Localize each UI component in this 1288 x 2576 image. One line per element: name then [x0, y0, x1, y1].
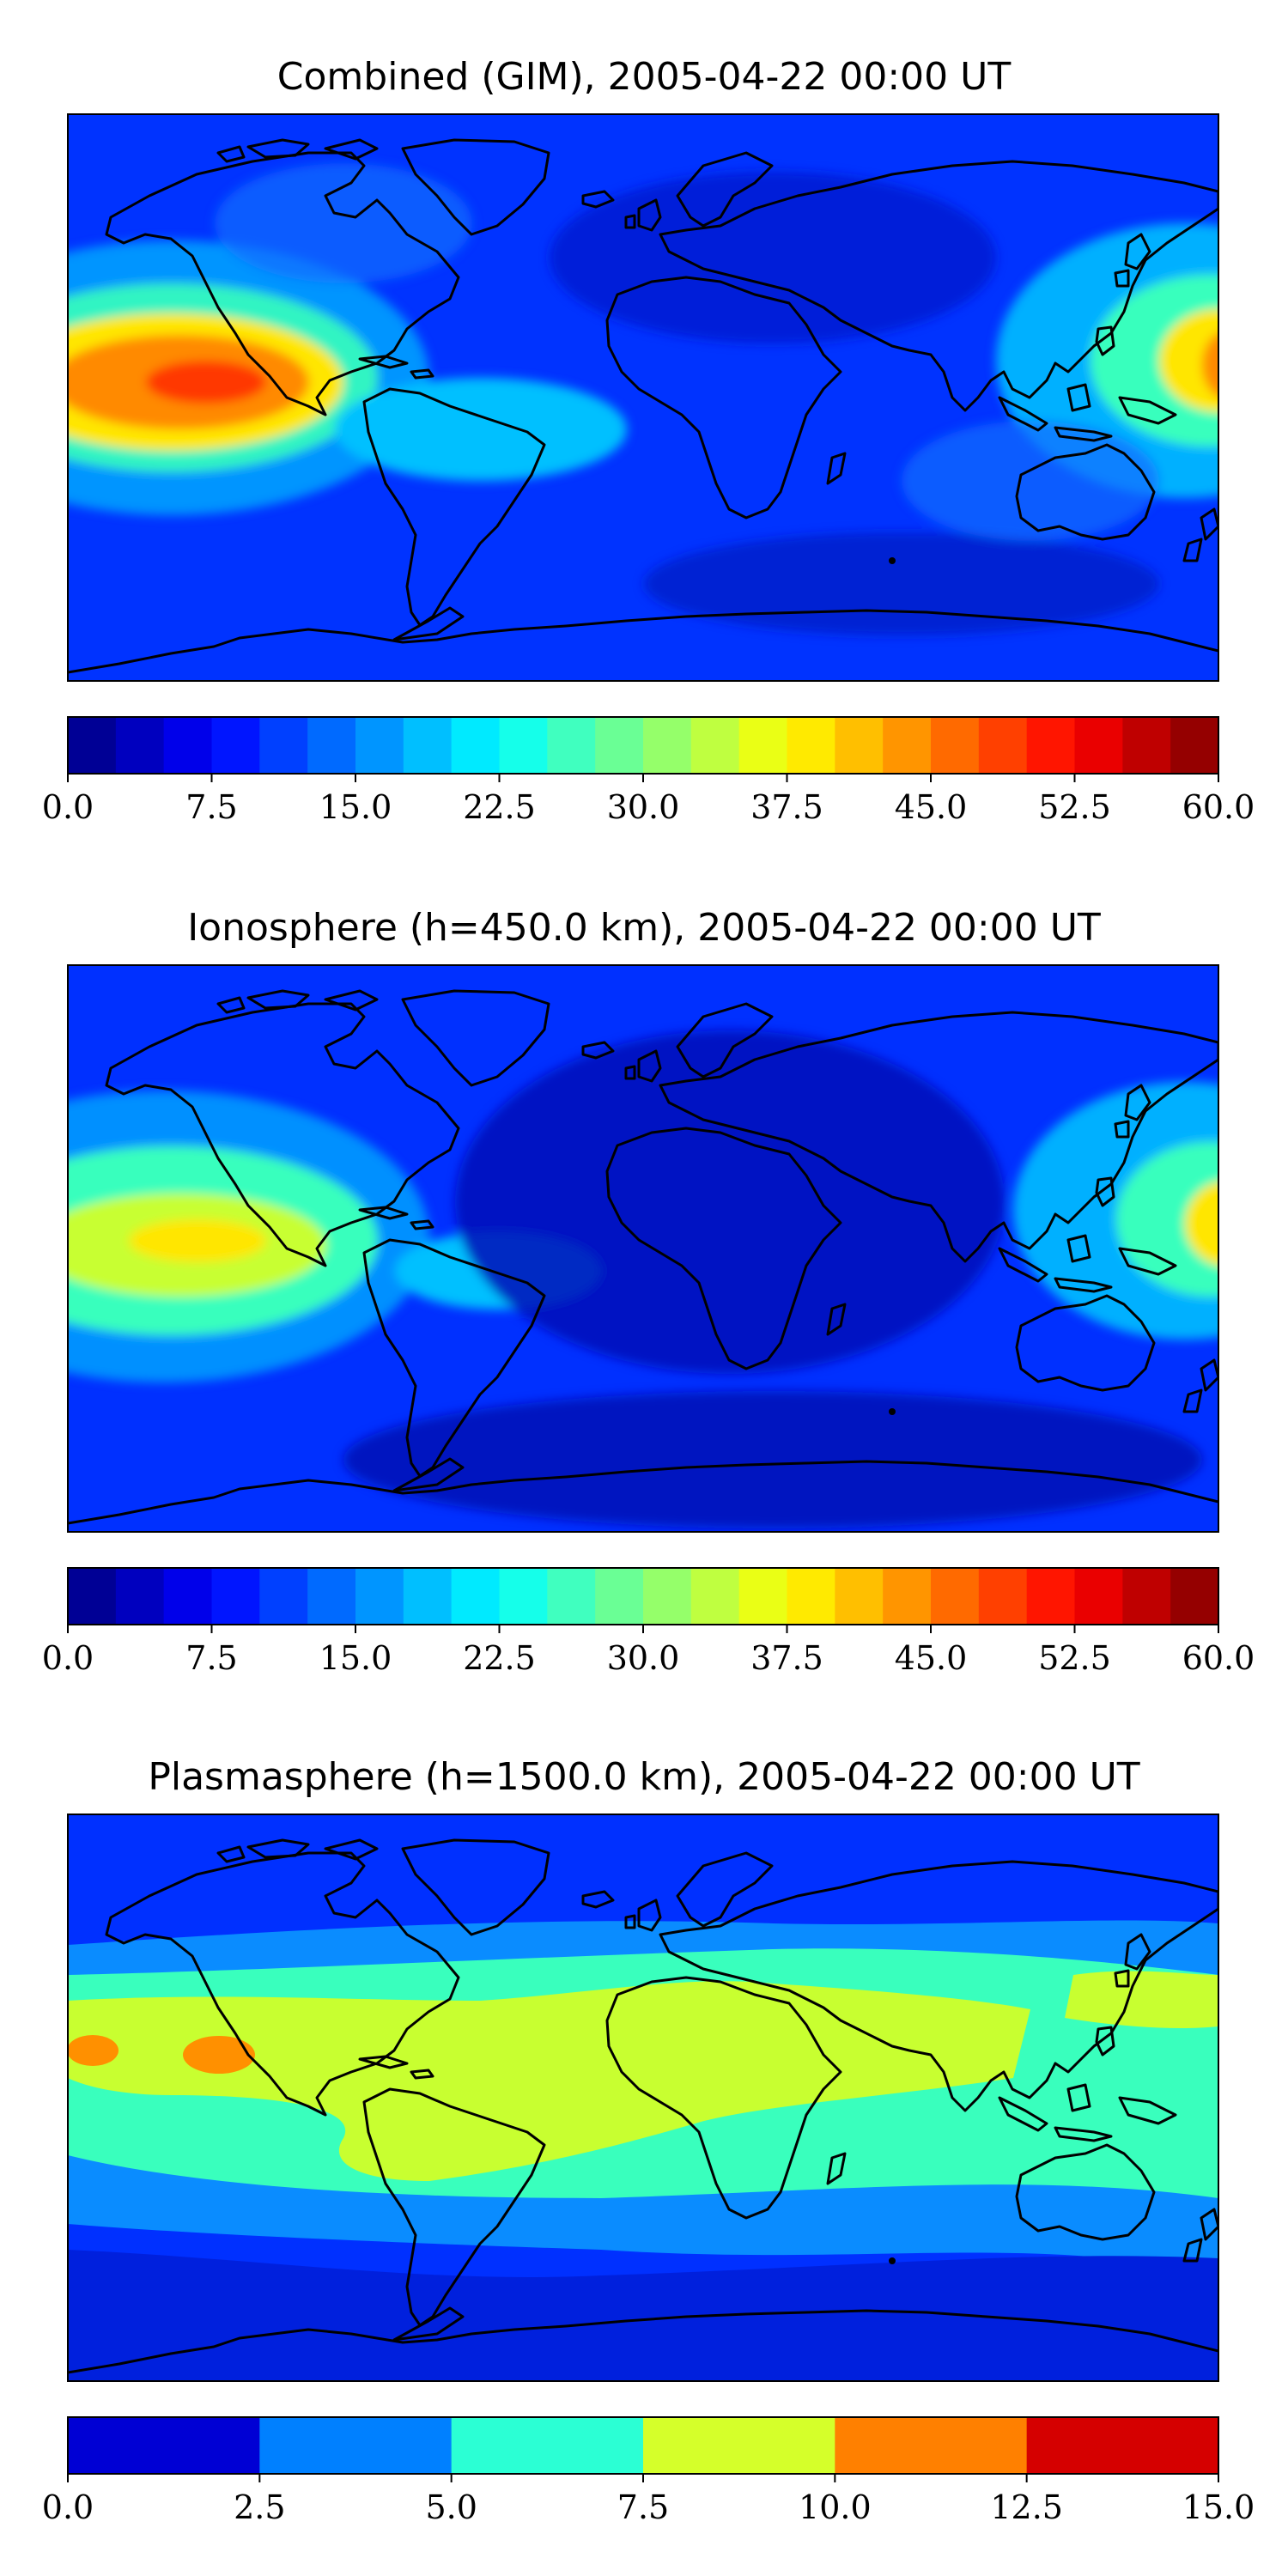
colorbar-swatch: [931, 1568, 980, 1625]
colorbar-swatch: [1026, 717, 1076, 774]
colorbar-swatch: [403, 1568, 453, 1625]
colorbar-swatch: [1170, 717, 1219, 774]
colorbar-tick-label: 5.0: [425, 2488, 477, 2526]
panel-title: Ionosphere (h=450.0 km), 2005-04-22 00:0…: [187, 906, 1101, 950]
colorbar-swatch: [307, 717, 356, 774]
colorbar-tick-label: 0.0: [42, 1639, 94, 1677]
panel-combined: Combined (GIM), 2005-04-22 00:00 UT: [42, 55, 1255, 826]
colorbar-swatch: [690, 1568, 740, 1625]
colorbar-tick-label: 15.0: [319, 788, 392, 826]
colorbar-swatch: [835, 2417, 1028, 2474]
colorbar-swatch: [1026, 1568, 1076, 1625]
colorbar-tick-label: 60.0: [1182, 788, 1255, 826]
colorbar-swatch: [1122, 1568, 1171, 1625]
colorbar-swatch: [68, 1568, 117, 1625]
colorbar-swatch: [643, 2417, 835, 2474]
colorbar-tick-label: 30.0: [607, 788, 680, 826]
colorbar-swatch: [643, 717, 692, 774]
colorbar-swatch: [403, 717, 453, 774]
colorbar-swatch: [883, 1568, 932, 1625]
colorbar-swatch: [259, 717, 308, 774]
colorbar-swatch: [595, 717, 644, 774]
colorbar-swatch: [451, 2417, 644, 2474]
colorbar-swatch: [738, 717, 788, 774]
colorbar-swatch: [547, 717, 596, 774]
panel-title: Plasmasphere (h=1500.0 km), 2005-04-22 0…: [148, 1755, 1139, 1799]
colorbar-tick-label: 52.5: [1038, 1639, 1111, 1677]
colorbar-swatch: [1170, 1568, 1219, 1625]
colorbar-swatch: [978, 717, 1028, 774]
colorbar-swatch: [499, 1568, 548, 1625]
colorbar-swatch: [835, 1568, 884, 1625]
colorbar-tick-label: 45.0: [895, 788, 968, 826]
colorbar-swatch: [787, 717, 835, 774]
colorbar-tick-label: 30.0: [607, 1639, 680, 1677]
colorbar-plasmasphere: 0.0 2.5 5.0 7.5 10.0 12.5 15.0: [42, 2416, 1255, 2526]
colorbar-swatch: [835, 717, 884, 774]
panel-plasmasphere: Plasmasphere (h=1500.0 km), 2005-04-22 0…: [42, 1755, 1255, 2526]
colorbar-swatch: [1074, 717, 1123, 774]
colorbar-swatch: [259, 2417, 453, 2474]
colorbar-swatch: [211, 717, 260, 774]
colorbar-tick-label: 12.5: [990, 2488, 1063, 2526]
colorbar-tick-label: 7.5: [617, 2488, 669, 2526]
panel-ionosphere: Ionosphere (h=450.0 km), 2005-04-22 00:0…: [42, 906, 1255, 1677]
colorbar-swatch: [68, 717, 117, 774]
colorbar-swatch: [883, 717, 932, 774]
colorbar-tick-label: 15.0: [1182, 2488, 1255, 2526]
colorbar-swatch: [690, 717, 740, 774]
colorbar-swatch: [787, 1568, 835, 1625]
colorbar-swatch: [115, 1568, 165, 1625]
colorbar-swatch: [451, 717, 501, 774]
colorbar-swatch: [978, 1568, 1028, 1625]
colorbar-tick-label: 7.5: [185, 1639, 237, 1677]
colorbar-tick-label: 7.5: [185, 788, 237, 826]
colorbar-tick-label: 37.5: [750, 788, 823, 826]
colorbar-swatch: [931, 717, 980, 774]
colorbar-tick-label: 60.0: [1182, 1639, 1255, 1677]
colorbar-swatch: [355, 1568, 404, 1625]
colorbar-swatch: [68, 2417, 260, 2474]
colorbar-swatch: [211, 1568, 260, 1625]
colorbar-tick-label: 22.5: [463, 1639, 536, 1677]
colorbar-swatch: [1026, 2417, 1219, 2474]
colorbar-swatch: [1122, 717, 1171, 774]
colorbar-swatch: [451, 1568, 501, 1625]
map-ionosphere: [67, 964, 1219, 1533]
map-plasmasphere: [67, 1814, 1219, 2382]
colorbar-swatch: [163, 1568, 213, 1625]
colorbar-tick-label: 45.0: [895, 1639, 968, 1677]
panel-title: Combined (GIM), 2005-04-22 00:00 UT: [277, 55, 1012, 99]
colorbar-tick-label: 10.0: [799, 2488, 872, 2526]
colorbar-swatch: [307, 1568, 356, 1625]
colorbar-swatch: [355, 717, 404, 774]
colorbar-tick-label: 22.5: [463, 788, 536, 826]
colorbar-tick-label: 37.5: [750, 1639, 823, 1677]
colorbar-swatch: [259, 1568, 308, 1625]
colorbar-tick-label: 2.5: [234, 2488, 285, 2526]
colorbar-swatch: [738, 1568, 788, 1625]
colorbar-combined: 0.0 7.5 15.0 22.5 30.0 37.5 45.0 52.5 60.0: [42, 716, 1255, 826]
colorbar-tick-label: 0.0: [42, 788, 94, 826]
colorbar-tick-label: 0.0: [42, 2488, 94, 2526]
colorbar-swatch: [643, 1568, 692, 1625]
colorbar-swatch: [547, 1568, 596, 1625]
colorbar-ionosphere: 0.0 7.5 15.0 22.5 30.0 37.5 45.0 52.5 60.0: [42, 1567, 1255, 1677]
colorbar-swatch: [1074, 1568, 1123, 1625]
colorbar-swatch: [499, 717, 548, 774]
colorbar-tick-label: 15.0: [319, 1639, 392, 1677]
colorbar-tick-label: 52.5: [1038, 788, 1111, 826]
colorbar-swatch: [115, 717, 165, 774]
map-combined: [67, 113, 1219, 682]
colorbar-swatch: [163, 717, 213, 774]
colorbar-swatch: [595, 1568, 644, 1625]
